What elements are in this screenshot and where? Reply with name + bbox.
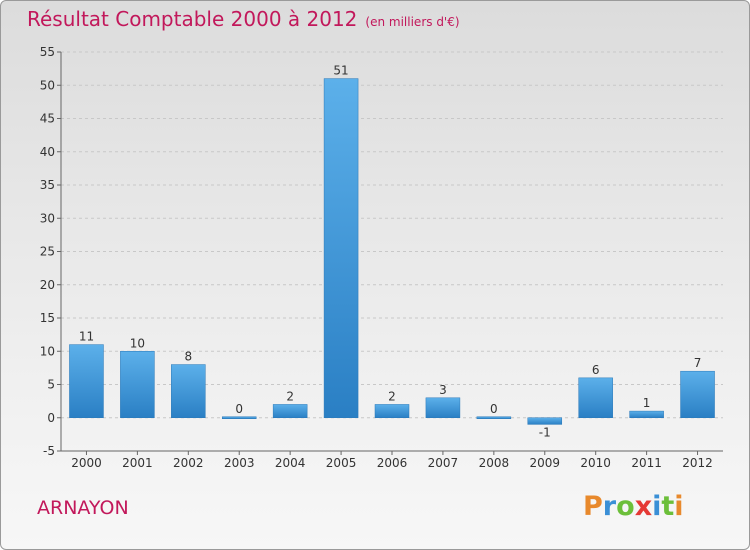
y-tick-label: 45 <box>40 112 55 126</box>
brand-letter: P <box>583 491 603 522</box>
label-layer: 11 10 8 0 2 51 2 3 0 -1 6 1 7 <box>79 64 702 440</box>
bar-2007 <box>425 397 461 418</box>
brand-letter: r <box>602 491 617 522</box>
value-label: -1 <box>539 425 551 439</box>
x-tick-label: 2012 <box>682 456 713 470</box>
y-tick-label: 40 <box>40 145 55 159</box>
bar-2011 <box>629 410 664 419</box>
x-tick-label: 2010 <box>580 456 611 470</box>
bar-2001 <box>120 351 155 418</box>
bar-2010 <box>578 377 613 419</box>
y-tick-label: 35 <box>40 178 55 192</box>
y-tick-label: 15 <box>40 311 55 325</box>
chart-title-main: Résultat Comptable 2000 à 2012 <box>27 7 358 31</box>
brand-letter: i <box>652 491 662 522</box>
value-label: 2 <box>286 389 294 403</box>
x-tick-label: 2002 <box>173 456 204 470</box>
x-tick-label: 2001 <box>122 456 153 470</box>
brand-letter: t <box>661 491 675 522</box>
x-tick-label: 2011 <box>631 456 662 470</box>
value-label: 6 <box>592 363 600 377</box>
value-label: 0 <box>490 402 498 416</box>
bar-2000 <box>69 344 104 419</box>
value-label: 2 <box>388 389 396 403</box>
chart-title: Résultat Comptable 2000 à 2012 (en millie… <box>27 7 460 31</box>
value-label: 51 <box>333 64 348 78</box>
value-label: 11 <box>79 330 94 344</box>
bar-2008 <box>476 416 512 419</box>
value-label: 7 <box>694 356 702 370</box>
y-tick-label: 10 <box>40 344 55 358</box>
bar-2005 <box>323 78 359 418</box>
bar-2009 <box>527 417 563 425</box>
bar-2012 <box>680 370 715 419</box>
chart-subtitle: (en milliers d'€) <box>365 15 460 29</box>
bar-2003 <box>221 416 257 419</box>
brand-letter: x <box>634 491 653 522</box>
x-tick-label: 2008 <box>479 456 510 470</box>
commune-name: ARNAYON <box>37 497 129 519</box>
y-tick-label: 55 <box>40 45 55 59</box>
value-label: 3 <box>439 383 447 397</box>
x-tick-label: 2009 <box>529 456 560 470</box>
brand-logo: Proxiti <box>583 491 684 522</box>
bar-2006 <box>374 404 410 419</box>
value-label: 1 <box>643 396 651 410</box>
y-tick-label: 0 <box>47 411 55 425</box>
y-tick-label: 20 <box>40 278 55 292</box>
value-label: 10 <box>130 336 145 350</box>
y-tick-label: 30 <box>40 211 55 225</box>
brand-letter: i <box>674 491 684 522</box>
bar-2004 <box>272 404 308 419</box>
y-tick-label: 25 <box>40 245 55 259</box>
x-tick-label: 2005 <box>326 456 357 470</box>
x-tick-label: 2004 <box>275 456 306 470</box>
y-tick-label: 5 <box>47 378 55 392</box>
y-tick-label: -5 <box>43 444 55 458</box>
y-tick-label: 50 <box>40 78 55 92</box>
x-tick-label: 2007 <box>428 456 459 470</box>
x-tick-label: 2003 <box>224 456 255 470</box>
value-label: 0 <box>235 402 243 416</box>
value-label: 8 <box>184 350 192 364</box>
x-tick-label: 2000 <box>71 456 102 470</box>
x-tick-label: 2006 <box>377 456 408 470</box>
bar-layer <box>69 78 715 425</box>
bar-2002 <box>171 364 206 418</box>
brand-letter: o <box>616 491 635 522</box>
